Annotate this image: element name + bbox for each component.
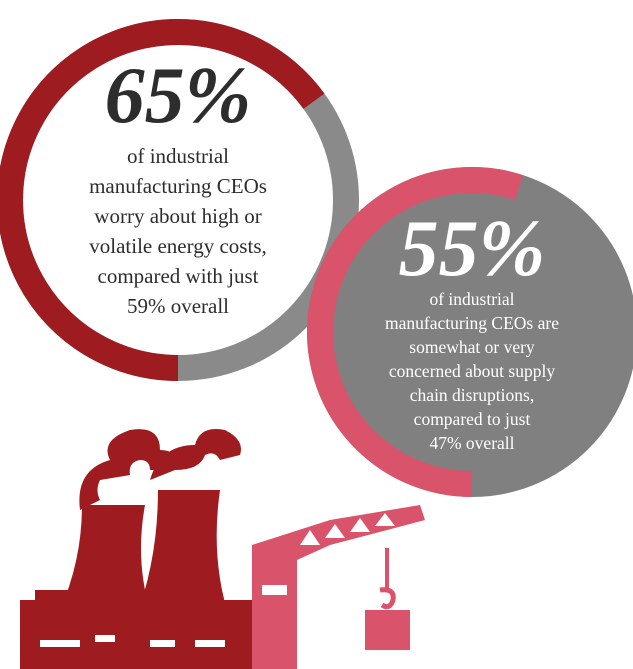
stat-text: chain disruptions, (410, 385, 534, 405)
stat-text: compared to just (414, 409, 531, 429)
stat-text: manufacturing CEOs (89, 174, 267, 198)
stat-text: manufacturing CEOs are (385, 313, 559, 333)
page: 65% of industrial manufacturing CEOs worry … (0, 0, 633, 669)
stat-text: compared with just (98, 264, 259, 288)
stat-number: 55% (399, 205, 546, 293)
stat-number: 65% (105, 52, 252, 140)
stat-block: 65% of industrial manufacturing CEOs worry … (10, 32, 346, 368)
stat-text: of industrial (429, 289, 514, 309)
stat-text: volatile energy costs, (89, 234, 267, 258)
stat-text: concerned about supply (389, 361, 555, 381)
stat-text: somewhat or very (409, 337, 535, 357)
stats: 65% of industrial manufacturing CEOs worry … (10, 32, 624, 484)
stat-text: worry about high or (94, 204, 261, 228)
infographic: 65% of industrial manufacturing CEOs worry … (0, 0, 633, 669)
stat-text: 59% overall (127, 294, 229, 318)
factory-icon (20, 429, 270, 669)
stat-text: 47% overall (429, 433, 514, 453)
stat-text: of industrial (127, 144, 229, 168)
stat-block: 55%of industrial manufacturing CEOs are so… (320, 180, 624, 484)
